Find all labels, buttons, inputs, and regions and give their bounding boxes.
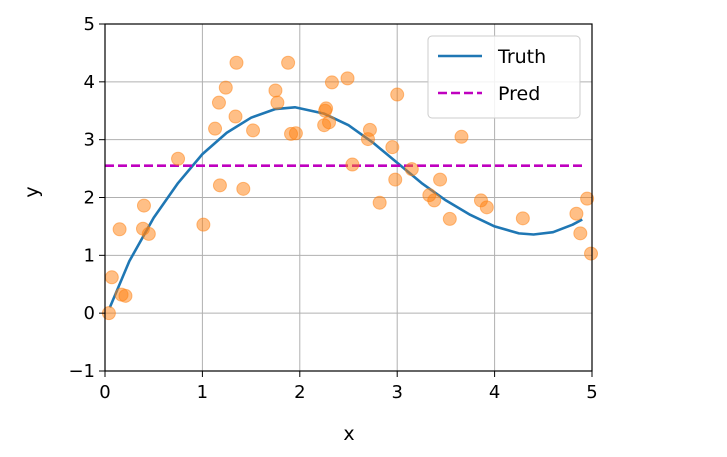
grid-lines xyxy=(104,23,593,372)
data-point xyxy=(584,246,599,261)
data-point xyxy=(141,226,156,241)
data-point xyxy=(211,95,226,110)
data-point xyxy=(212,178,227,193)
data-point xyxy=(246,123,261,138)
data-point xyxy=(229,55,244,70)
y-tick-label: 1 xyxy=(84,245,95,266)
data-point xyxy=(118,288,133,303)
y-tick-label: 5 xyxy=(84,14,95,35)
x-tick-label: 1 xyxy=(197,382,208,403)
data-point xyxy=(208,121,223,136)
data-point xyxy=(324,75,339,90)
data-point xyxy=(171,151,186,166)
data-point xyxy=(268,83,283,98)
data-point xyxy=(573,226,588,241)
data-point xyxy=(104,270,119,285)
y-tick-label: 3 xyxy=(84,130,95,151)
data-point xyxy=(218,80,233,95)
data-point xyxy=(372,195,387,210)
data-point xyxy=(580,191,595,206)
data-point xyxy=(228,109,243,124)
x-axis-label: x xyxy=(343,423,354,445)
x-tick-label: 2 xyxy=(294,382,305,403)
data-point xyxy=(427,193,442,208)
y-tick-label: −1 xyxy=(68,361,95,382)
data-point xyxy=(515,211,530,226)
data-point xyxy=(196,217,211,232)
data-point xyxy=(442,211,457,226)
data-point xyxy=(340,71,355,86)
data-point xyxy=(281,55,296,70)
y-tick-label: 4 xyxy=(84,72,95,93)
data-point xyxy=(388,172,403,187)
data-point xyxy=(288,126,303,141)
legend-label-pred: Pred xyxy=(498,83,540,105)
x-tick-label: 4 xyxy=(489,382,500,403)
data-point xyxy=(479,200,494,215)
data-point xyxy=(236,181,251,196)
data-point xyxy=(362,122,377,137)
data-point xyxy=(136,198,151,213)
x-tick-label: 3 xyxy=(391,382,402,403)
data-point xyxy=(385,140,400,155)
data-point xyxy=(390,87,405,102)
data-point xyxy=(454,129,469,144)
x-tick-label: 0 xyxy=(99,382,110,403)
legend: Truth Pred xyxy=(427,35,581,119)
y-tick-label: 2 xyxy=(84,188,95,209)
data-point xyxy=(112,222,127,237)
x-tick-label: 5 xyxy=(586,382,597,403)
y-tick-label: 0 xyxy=(84,303,95,324)
data-point xyxy=(345,157,360,172)
series-line-truth xyxy=(108,105,583,308)
data-point xyxy=(569,206,584,221)
y-axis-label: y xyxy=(21,186,43,197)
data-point xyxy=(322,115,337,130)
data-point xyxy=(270,95,285,110)
data-point xyxy=(319,101,334,116)
data-point xyxy=(433,172,448,187)
legend-label-truth: Truth xyxy=(497,46,546,68)
data-point xyxy=(404,162,419,177)
